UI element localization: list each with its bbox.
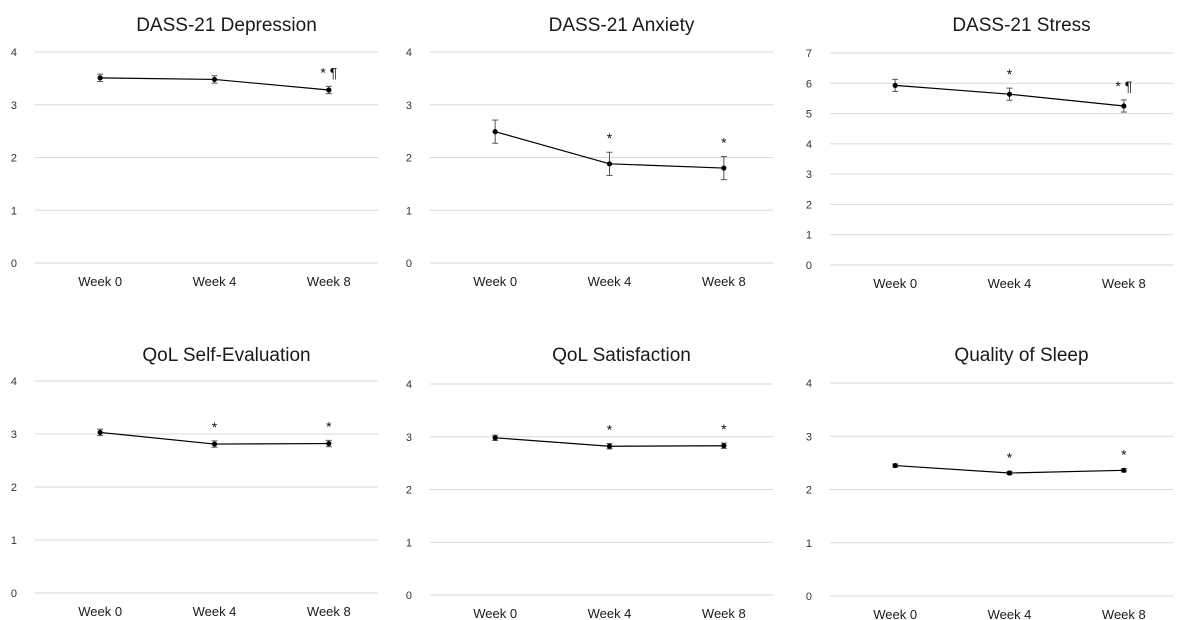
x-tick-label: Week 0 — [78, 274, 122, 289]
y-tick-label: 6 — [806, 78, 812, 90]
x-tick-label: Week 0 — [473, 606, 517, 620]
data-point — [211, 76, 218, 83]
x-tick-label: Week 8 — [702, 274, 746, 289]
y-tick-label: 4 — [11, 376, 17, 388]
x-tick-label: Week 4 — [588, 606, 632, 620]
x-tick-label: Week 4 — [193, 274, 237, 289]
significance-marker: * ¶ — [1115, 78, 1132, 94]
x-tick-label: Week 4 — [193, 604, 237, 619]
y-tick-label: 4 — [11, 47, 17, 59]
y-tick-label: 1 — [806, 538, 812, 550]
y-tick-label: 0 — [406, 590, 412, 602]
y-tick-label: 5 — [806, 109, 812, 121]
y-tick-label: 3 — [806, 169, 812, 181]
data-point — [721, 443, 727, 449]
chart-panel: QoL Self-Evaluation 0 1 2 3 4 Week 0 Week 4 Week… — [0, 330, 395, 620]
data-point — [97, 429, 103, 436]
y-tick-label: 0 — [806, 591, 812, 603]
y-tick-label: 1 — [406, 537, 412, 549]
data-point — [211, 441, 218, 447]
x-tick-label: Week 8 — [1102, 276, 1146, 291]
data-point — [492, 435, 498, 441]
y-tick-label: 0 — [406, 258, 412, 270]
data-point — [97, 75, 103, 81]
x-tick-label: Week 8 — [702, 606, 746, 620]
chart-title: DASS-21 Anxiety — [549, 15, 695, 36]
y-tick-label: 2 — [406, 485, 412, 497]
chart-svg: QoL Self-Evaluation 0 1 2 3 4 Week 0 Week 4 Week… — [11, 345, 378, 619]
chart-panel: DASS-21 Stress 0 1 2 3 4 5 6 7 Week 0 Week 4 Week 8… — [795, 0, 1187, 305]
significance-marker: * — [607, 130, 613, 146]
chart-panel: DASS-21 Depression 0 1 2 3 4 Week 0 Week 4 Week … — [0, 0, 395, 305]
significance-marker: * ¶ — [320, 64, 337, 80]
x-tick-label: Week 4 — [588, 274, 632, 289]
y-tick-label: 1 — [11, 205, 17, 217]
chart-title: Quality of Sleep — [954, 345, 1088, 366]
significance-marker: * — [607, 422, 613, 438]
significance-marker: * — [212, 419, 218, 435]
significance-marker: * — [721, 134, 727, 150]
y-tick-label: 3 — [11, 100, 17, 112]
data-point — [1006, 470, 1013, 476]
significance-marker: * — [1007, 66, 1013, 82]
y-tick-label: 4 — [806, 378, 812, 390]
y-tick-label: 1 — [11, 535, 17, 547]
data-point — [892, 462, 898, 469]
chart-title: DASS-21 Depression — [136, 15, 317, 36]
chart-title: QoL Self-Evaluation — [142, 345, 310, 366]
data-point — [492, 129, 498, 135]
y-tick-label: 3 — [406, 432, 412, 444]
y-tick-label: 2 — [11, 482, 17, 494]
x-tick-label: Week 8 — [307, 274, 351, 289]
data-point — [1121, 103, 1127, 109]
data-point — [606, 443, 613, 449]
y-tick-label: 2 — [806, 485, 812, 497]
y-tick-label: 2 — [406, 153, 412, 165]
significance-marker: * — [1121, 447, 1127, 463]
y-tick-label: 1 — [406, 205, 412, 217]
y-tick-label: 3 — [406, 100, 412, 112]
chart-svg: DASS-21 Stress 0 1 2 3 4 5 6 7 Week 0 Week 4 Week 8… — [806, 15, 1173, 291]
chart-title: QoL Satisfaction — [552, 345, 691, 366]
chart-title: DASS-21 Stress — [952, 15, 1090, 36]
y-tick-label: 0 — [11, 588, 17, 600]
x-tick-label: Week 0 — [78, 604, 122, 619]
x-tick-label: Week 4 — [988, 276, 1032, 291]
data-point — [892, 82, 898, 89]
x-tick-label: Week 0 — [873, 607, 917, 620]
x-tick-label: Week 8 — [1102, 607, 1146, 620]
data-point — [606, 161, 613, 167]
significance-marker: * — [721, 421, 727, 437]
chart-panel: DASS-21 Anxiety 0 1 2 3 4 Week 0 Week 4 Week 8 * * — [395, 0, 795, 305]
chart-svg: Quality of Sleep 0 1 2 3 4 Week 0 Week 4 Week 8 *… — [806, 345, 1173, 620]
y-tick-label: 3 — [806, 431, 812, 443]
y-tick-label: 0 — [11, 258, 17, 270]
y-tick-label: 4 — [406, 47, 412, 59]
chart-panel: Quality of Sleep 0 1 2 3 4 Week 0 Week 4 Week 8 *… — [795, 330, 1187, 620]
chart-svg: DASS-21 Depression 0 1 2 3 4 Week 0 Week 4 Week … — [11, 15, 378, 289]
y-tick-label: 4 — [806, 139, 812, 151]
chart-panel: QoL Satisfaction 0 1 2 3 4 Week 0 Week 4 Week 8 *… — [395, 330, 795, 620]
x-tick-label: Week 0 — [873, 276, 917, 291]
y-tick-label: 4 — [406, 379, 412, 391]
data-point — [721, 165, 727, 171]
data-point — [326, 440, 332, 447]
data-point — [326, 87, 332, 93]
data-point — [1121, 467, 1127, 473]
y-tick-label: 1 — [806, 230, 812, 242]
x-tick-label: Week 4 — [988, 607, 1032, 620]
significance-marker: * — [326, 418, 332, 434]
x-tick-label: Week 8 — [307, 604, 351, 619]
x-tick-label: Week 0 — [473, 274, 517, 289]
y-tick-label: 2 — [806, 199, 812, 211]
chart-svg: QoL Satisfaction 0 1 2 3 4 Week 0 Week 4 Week 8 *… — [406, 345, 773, 620]
chart-svg: DASS-21 Anxiety 0 1 2 3 4 Week 0 Week 4 Week 8 * * — [406, 15, 773, 289]
data-point — [1006, 91, 1013, 97]
y-tick-label: 7 — [806, 48, 812, 60]
y-tick-label: 2 — [11, 153, 17, 165]
significance-marker: * — [1007, 449, 1013, 465]
y-tick-label: 3 — [11, 429, 17, 441]
y-tick-label: 0 — [806, 260, 812, 272]
